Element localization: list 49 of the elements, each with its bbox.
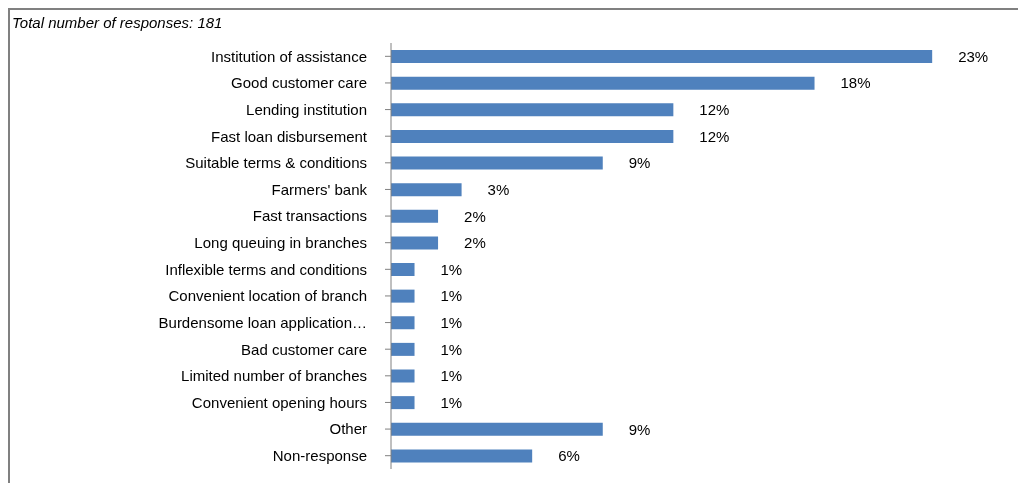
bar [391,263,415,276]
y-tick-label: Farmers' bank [271,180,368,198]
y-tick-label: Bad customer care [241,340,367,358]
y-tick-label: Fast transactions [252,207,367,225]
bar [391,422,603,436]
data-label: 2% [464,234,486,252]
y-tick-label: Non-response [272,447,367,465]
bar [391,369,415,383]
y-tick-label: Convenient opening hours [191,393,367,411]
data-label: 9% [628,420,651,438]
bar [391,236,439,250]
y-tick-label: Suitable terms & conditions [185,154,367,172]
data-label: 1% [440,260,463,278]
y-tick-label: Lending institution [246,100,367,118]
bar [391,449,533,463]
y-tick-label: Fast loan disbursement [211,127,368,145]
data-label: 1% [440,287,463,305]
bar [391,396,415,410]
data-label: 12% [699,101,730,119]
data-label: 6% [558,447,580,465]
data-label: 1% [440,393,463,411]
bar [391,183,462,197]
bar [391,76,815,90]
data-label: 1% [440,367,463,385]
data-label: 9% [628,154,651,172]
bar [391,50,933,63]
bar [391,289,415,303]
y-tick-label: Burdensome loan application… [158,313,367,331]
data-label: 23% [958,47,989,65]
y-tick-label: Institution of assistance [211,47,367,65]
data-label: 3% [487,180,510,198]
y-tick-label: Good customer care [231,74,367,92]
data-label: 18% [840,74,871,92]
bar [391,156,603,170]
data-label: 1% [440,340,463,358]
y-tick-label: Limited number of branches [181,367,367,385]
bar [391,129,674,143]
bar [391,209,439,223]
data-label: 2% [464,207,486,225]
y-tick-label: Other [329,420,367,438]
y-tick-label: Long queuing in branches [194,234,367,252]
data-label: 1% [440,314,463,332]
bar [391,342,415,356]
bar [391,103,674,117]
y-tick-label: Inflexible terms and conditions [165,260,367,278]
text: Total number of responses: 181 [12,14,223,31]
y-tick-label: Convenient location of branch [168,287,367,305]
bar [391,316,415,330]
data-label: 12% [699,127,730,145]
